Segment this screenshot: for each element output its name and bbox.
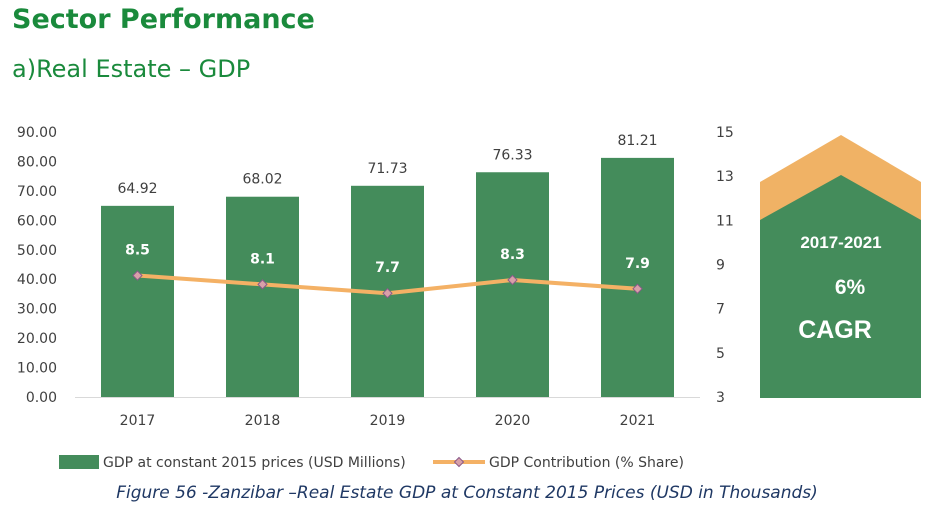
legend: GDP at constant 2015 prices (USD Million… <box>59 455 684 471</box>
line-point-marker <box>507 274 518 286</box>
legend-line-label: GDP Contribution (% Share) <box>489 455 684 471</box>
left-axis-tick-label: 50.00 <box>17 243 57 259</box>
right-axis-tick-label: 15 <box>716 125 734 141</box>
x-axis-tick-label: 2021 <box>620 413 656 429</box>
line-point-marker <box>382 288 393 299</box>
cagr-badge <box>760 135 921 398</box>
bar <box>226 196 299 397</box>
line-point-label: 7.9 <box>625 256 650 272</box>
page-title: Sector Performance <box>12 4 315 35</box>
x-axis: 2017 2018 2019 2020 2021 <box>75 397 700 429</box>
cagr-period: 2017-2021 <box>800 233 882 252</box>
right-axis: 3 5 7 9 11 13 15 <box>716 125 734 406</box>
cagr-label: CAGR <box>798 316 872 344</box>
bar-value-label: 68.02 <box>242 172 282 188</box>
line-series: 8.5 8.1 7.7 8.3 7.9 <box>125 243 650 299</box>
legend-bar-label: GDP at constant 2015 prices (USD Million… <box>103 455 406 471</box>
bar-value-label: 71.73 <box>367 161 407 177</box>
cagr-body-shape <box>760 175 921 398</box>
legend-bar-swatch <box>59 455 99 469</box>
bar-value-label: 81.21 <box>617 133 657 149</box>
right-axis-tick-label: 3 <box>716 390 725 406</box>
legend-line-marker <box>453 456 465 468</box>
right-axis-tick-label: 11 <box>716 213 734 229</box>
right-axis-tick-label: 9 <box>716 258 725 274</box>
chart-subtitle: a)Real Estate – GDP <box>12 55 251 83</box>
line-point-label: 7.7 <box>375 260 400 276</box>
x-axis-tick-label: 2017 <box>120 413 156 429</box>
left-axis-tick-label: 40.00 <box>17 272 57 288</box>
left-axis-tick-label: 70.00 <box>17 184 57 200</box>
right-axis-tick-label: 7 <box>716 302 725 318</box>
left-axis: 0.00 10.00 20.00 30.00 40.00 50.00 60.00 70.00 8… <box>17 125 57 406</box>
left-axis-tick-label: 30.00 <box>17 302 57 318</box>
left-axis-tick-label: 80.00 <box>17 154 57 170</box>
figure-caption: Figure 56 -Zanzibar –Real Estate GDP at … <box>116 483 818 503</box>
bar <box>101 205 174 397</box>
bar-value-label: 76.33 <box>492 147 532 163</box>
left-axis-tick-label: 90.00 <box>17 125 57 141</box>
line-point-marker <box>632 283 643 294</box>
left-axis-tick-label: 20.00 <box>17 331 57 347</box>
line-point-marker <box>257 279 268 290</box>
left-axis-tick-label: 10.00 <box>17 361 57 377</box>
line-point-label: 8.5 <box>125 243 150 259</box>
bar-value-label: 64.92 <box>117 181 157 197</box>
x-axis-tick-label: 2018 <box>245 413 281 429</box>
line-point-label: 8.3 <box>500 247 525 263</box>
right-axis-tick-label: 5 <box>716 346 725 362</box>
left-axis-tick-label: 60.00 <box>17 213 57 229</box>
right-axis-tick-label: 13 <box>716 169 734 185</box>
bar-labels: 64.92 68.02 71.73 76.33 81.21 <box>117 133 657 197</box>
cagr-value: 6% <box>834 276 866 299</box>
bar <box>601 157 674 397</box>
x-axis-tick-label: 2020 <box>495 413 531 429</box>
x-axis-tick-label: 2019 <box>370 413 406 429</box>
line-point-label: 8.1 <box>250 251 275 267</box>
line-point-marker <box>132 270 143 281</box>
left-axis-tick-label: 0.00 <box>26 390 57 406</box>
